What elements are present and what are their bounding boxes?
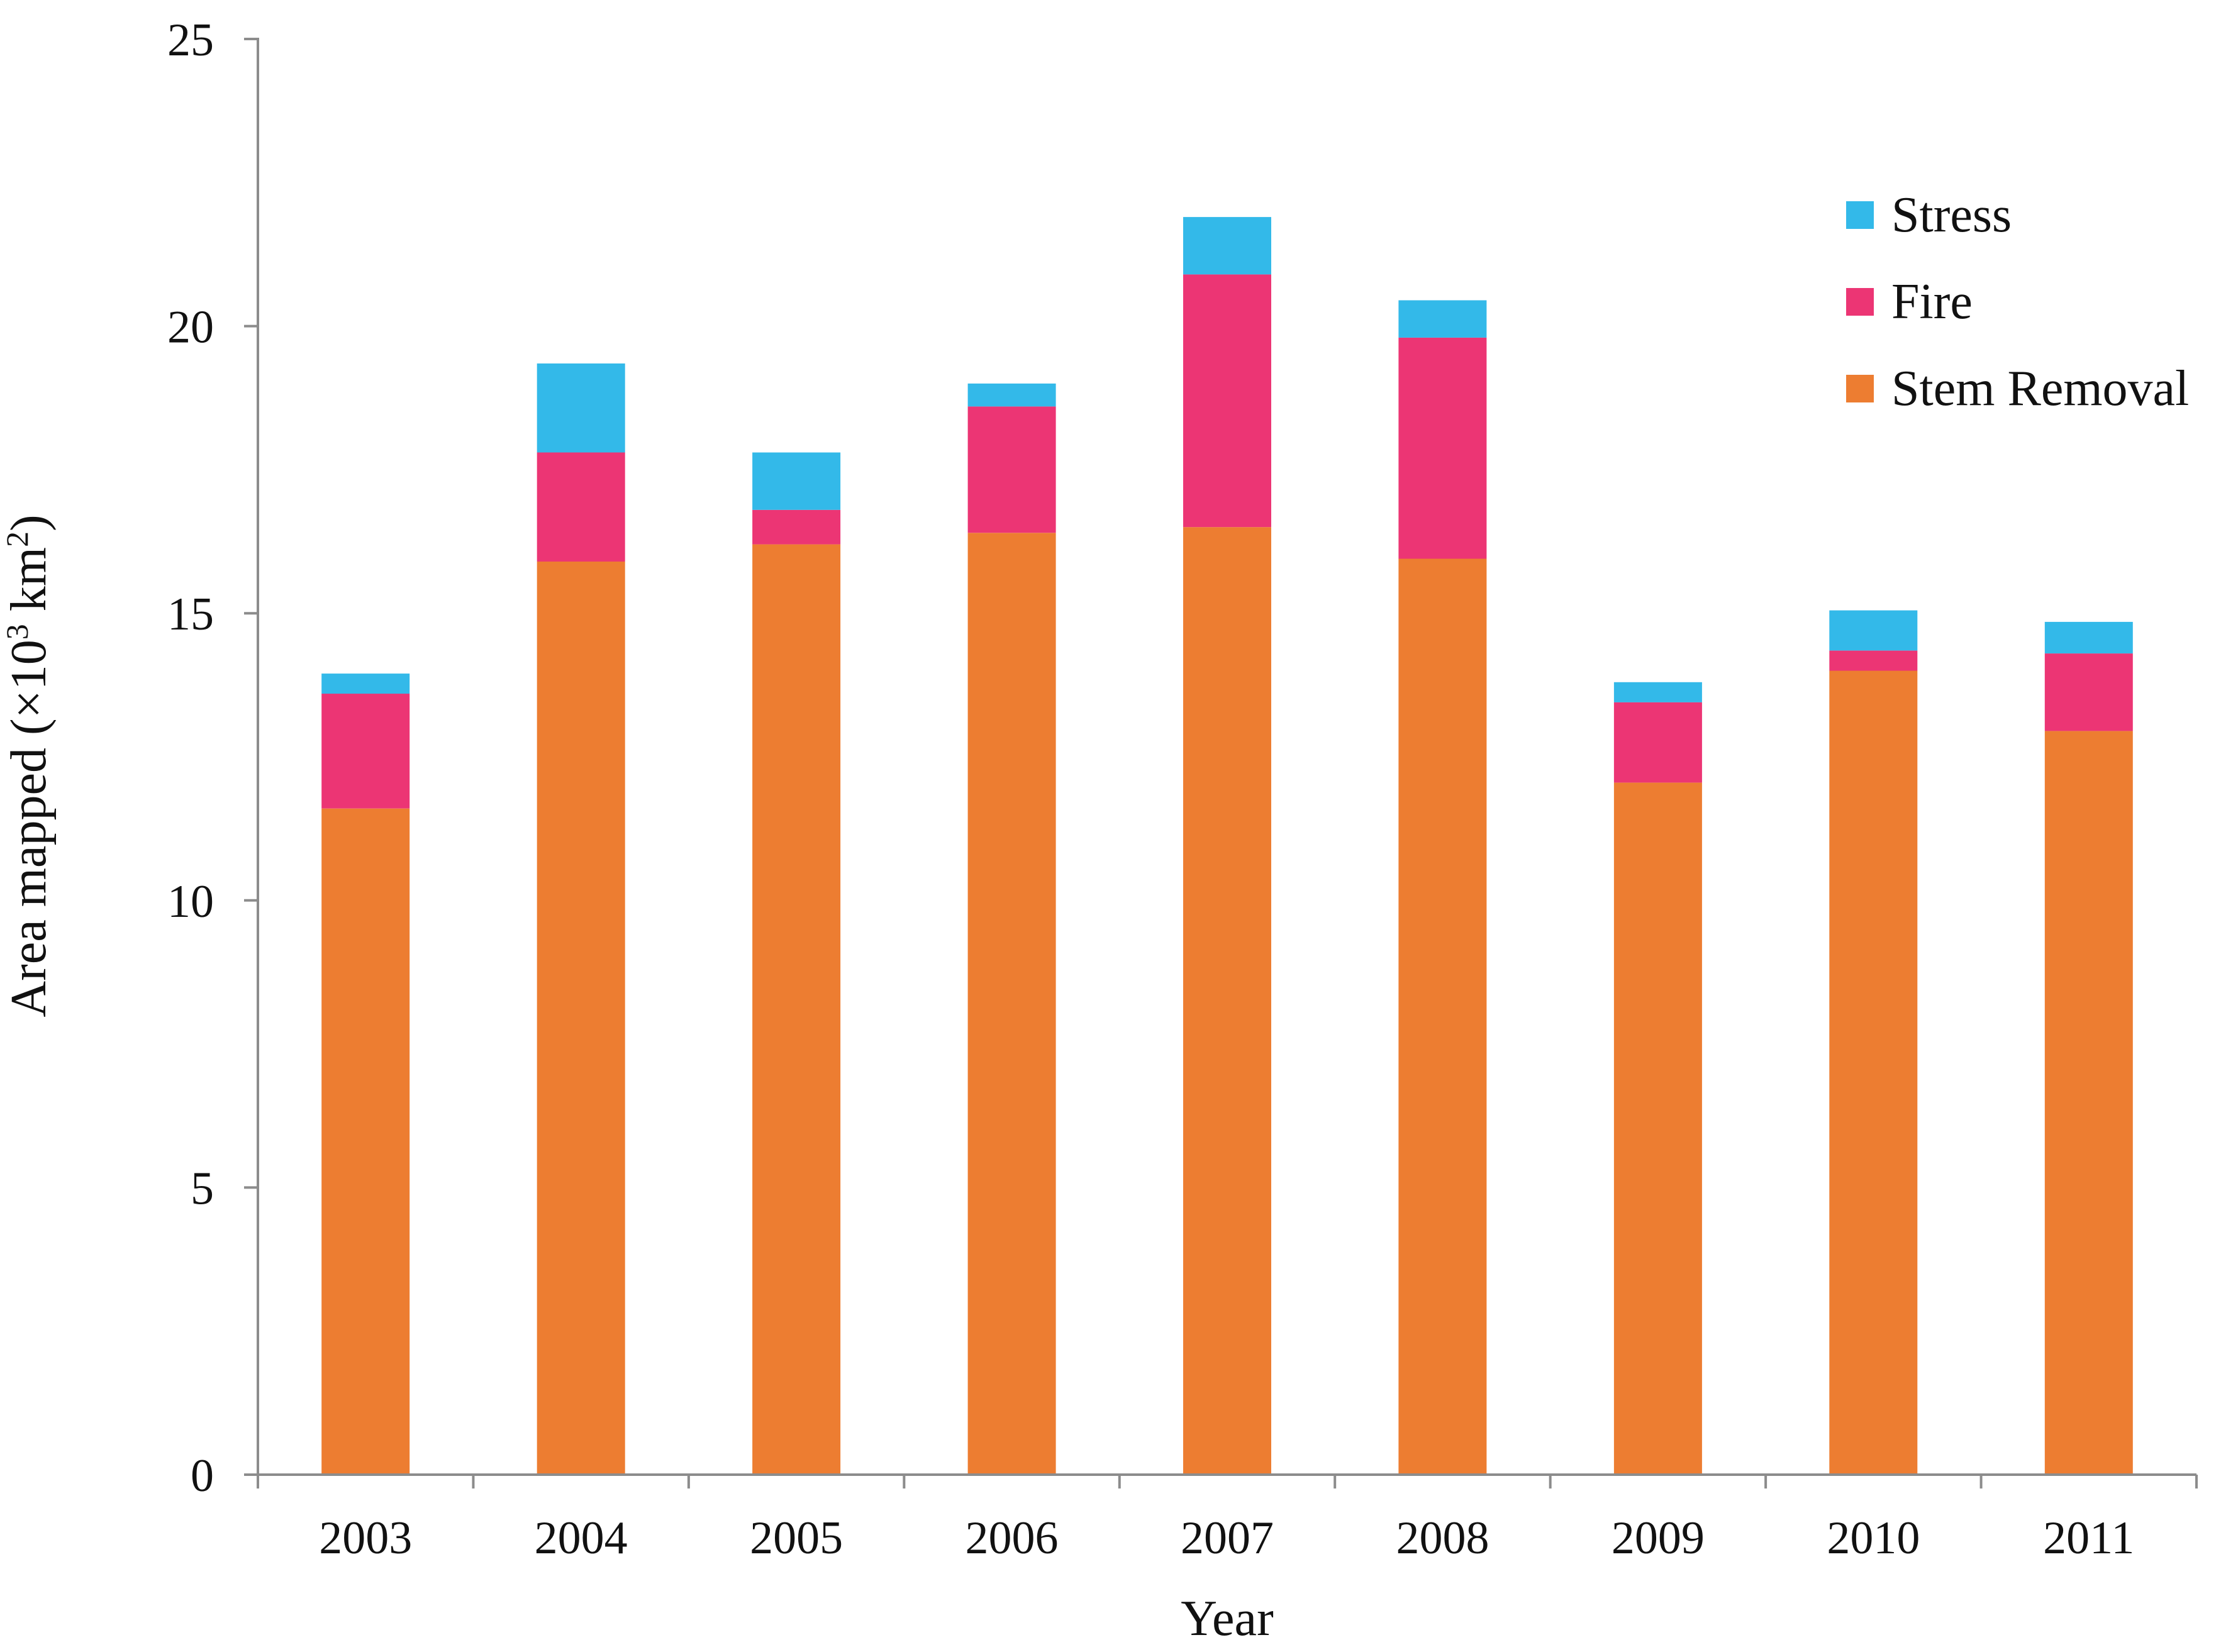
legend-swatch-stress xyxy=(1846,201,1874,229)
bar-fire-2008 xyxy=(1398,337,1487,559)
y-axis-title-prefix: Area mapped (×10 xyxy=(1,640,57,1017)
bar-stem-removal-2008 xyxy=(1398,558,1487,1475)
x-tick-label-2008: 2008 xyxy=(1396,1512,1489,1564)
bar-stress-2011 xyxy=(2044,621,2133,654)
x-tick-label-2010: 2010 xyxy=(1827,1512,1920,1564)
y-axis-title-mid: km xyxy=(1,547,57,624)
y-axis-title-sup1: 3 xyxy=(0,624,35,640)
bar-stem-removal-2004 xyxy=(537,562,625,1475)
x-tick-label-2004: 2004 xyxy=(535,1512,628,1564)
legend-label-fire: Fire xyxy=(1891,274,1973,330)
bar-fire-2007 xyxy=(1183,274,1271,528)
bars-layer xyxy=(321,217,2133,1475)
x-tick-label-2006: 2006 xyxy=(966,1512,1059,1564)
x-tick-label-2011: 2011 xyxy=(2043,1512,2134,1564)
x-tick-label-2007: 2007 xyxy=(1181,1512,1274,1564)
bar-stem-removal-2006 xyxy=(967,533,1056,1475)
y-tick-label-15: 15 xyxy=(167,589,214,640)
bar-fire-2003 xyxy=(321,694,410,809)
x-tick-label-2009: 2009 xyxy=(1612,1512,1705,1564)
legend-swatch-fire xyxy=(1846,288,1874,316)
legend-label-stress: Stress xyxy=(1891,187,2012,243)
bar-fire-2006 xyxy=(967,406,1056,533)
legend-swatch-stem-removal xyxy=(1846,375,1874,402)
bar-stem-removal-2005 xyxy=(752,544,841,1475)
y-axis-title-sup2: 2 xyxy=(0,531,35,547)
y-tick-label-10: 10 xyxy=(167,876,214,928)
x-axis-title: Year xyxy=(1181,1591,1273,1646)
bar-stem-removal-2010 xyxy=(1829,670,1918,1475)
bar-fire-2010 xyxy=(1829,650,1918,671)
x-tick-label-2003: 2003 xyxy=(319,1512,412,1564)
y-tick-label-0: 0 xyxy=(191,1450,214,1502)
bar-stress-2008 xyxy=(1398,300,1487,338)
bar-stress-2006 xyxy=(967,383,1056,407)
bar-stem-removal-2009 xyxy=(1613,782,1702,1475)
y-tick-label-25: 25 xyxy=(167,14,214,66)
y-axis-title-suffix: ) xyxy=(1,514,57,531)
bar-stress-2007 xyxy=(1183,217,1271,275)
bar-stem-removal-2007 xyxy=(1183,527,1271,1475)
bar-stress-2009 xyxy=(1613,682,1702,702)
bar-stress-2010 xyxy=(1829,610,1918,651)
y-tick-label-20: 20 xyxy=(167,302,214,353)
y-axis-title: Area mapped (×103 km2) xyxy=(0,514,57,1017)
bar-stem-removal-2011 xyxy=(2044,731,2133,1475)
bar-stress-2003 xyxy=(321,674,410,694)
axes-layer: 0 5 10 15 20 25 2003 2004 2005 2006 2007 2008 2009 20… xyxy=(167,14,2198,1564)
legend: Stress Fire Stem Removal xyxy=(1846,187,2189,416)
bar-stem-removal-2003 xyxy=(321,808,410,1475)
y-tick-label-5: 5 xyxy=(191,1163,214,1214)
bar-stress-2004 xyxy=(537,363,625,453)
bar-stress-2005 xyxy=(752,452,841,510)
bar-fire-2004 xyxy=(537,452,625,562)
bar-fire-2011 xyxy=(2044,653,2133,731)
bar-fire-2009 xyxy=(1613,702,1702,783)
bar-fire-2005 xyxy=(752,509,841,545)
x-tick-label-2005: 2005 xyxy=(750,1512,843,1564)
legend-label-stem-removal: Stem Removal xyxy=(1891,361,2189,416)
